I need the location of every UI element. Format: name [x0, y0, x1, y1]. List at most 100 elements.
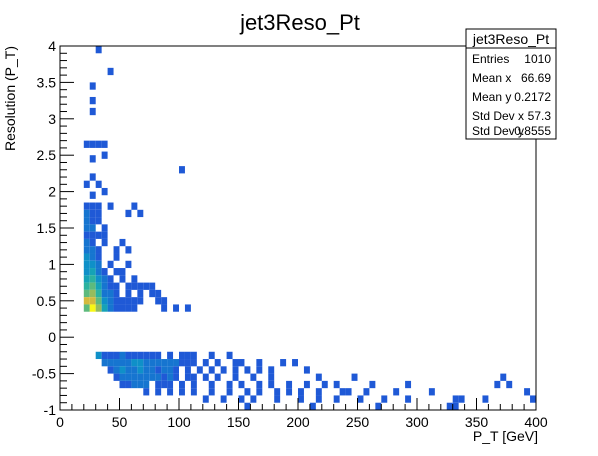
histogram-bin	[107, 359, 114, 367]
histogram-bin	[131, 282, 138, 290]
histogram-bin	[482, 395, 489, 403]
histogram-bin	[89, 209, 96, 218]
y-tick-label: 2	[48, 184, 56, 200]
histogram-bin	[131, 304, 138, 312]
histogram-bin	[119, 238, 126, 247]
histogram-bin	[89, 268, 96, 276]
y-tick-label: 0.5	[37, 293, 57, 309]
histogram-bin	[315, 395, 322, 403]
histogram-bin	[125, 304, 132, 312]
histogram-bin	[256, 359, 263, 367]
histogram-bin	[298, 395, 304, 403]
histogram-bin	[101, 351, 108, 360]
histogram-bin	[446, 402, 453, 410]
histogram-bin	[161, 359, 168, 367]
histogram-bin	[89, 155, 96, 163]
histogram-bin	[89, 253, 96, 261]
histogram-bin	[280, 359, 287, 367]
histogram-bin	[101, 231, 108, 239]
histogram-bin	[232, 366, 239, 374]
histogram-bin	[125, 373, 132, 381]
x-tick-label: 400	[524, 414, 548, 430]
histogram-bin	[143, 366, 150, 374]
histogram-bin	[357, 395, 364, 403]
histogram-bin	[286, 380, 293, 389]
histogram-bin	[155, 366, 162, 374]
axis-ticks: 0 50 100 150 200 250 300 350 400 -1 -0.5 0 0.5 1 1.5 2 2…	[32, 38, 548, 430]
x-tick-label: 100	[167, 414, 191, 430]
histogram-bin	[190, 351, 197, 360]
histogram-bin	[83, 260, 90, 269]
stats-box: jet3Reso_Pt Entries 1010 Mean x 66.69 Me…	[465, 28, 557, 140]
histogram-bin	[405, 380, 412, 389]
x-tick-label: 150	[227, 414, 251, 430]
histogram-bin	[351, 373, 358, 381]
histogram-bin	[131, 351, 138, 360]
y-tick-label: 4	[48, 38, 56, 54]
histogram-bin	[89, 224, 96, 232]
histogram-bin	[113, 289, 120, 298]
histogram-bin	[369, 380, 376, 389]
histogram-bin	[268, 366, 275, 374]
histogram-bin	[184, 366, 191, 374]
histogram-bin	[524, 388, 531, 396]
histogram-bin	[214, 373, 221, 381]
histogram-bin	[286, 388, 293, 396]
histogram-bin	[101, 187, 108, 196]
histogram-bin	[167, 359, 174, 367]
histogram-bin	[83, 140, 90, 148]
histogram-bins	[83, 46, 536, 410]
histogram-bin	[179, 359, 185, 367]
y-axis-title: Resolution (P_T)	[2, 46, 18, 151]
histogram-bin	[238, 359, 245, 367]
histogram-bin	[167, 366, 174, 374]
histogram-bin	[131, 380, 138, 389]
histogram-bin	[179, 380, 185, 389]
histogram-bin	[220, 395, 227, 403]
stats-label-std-dev-x: Std Dev x	[472, 109, 524, 123]
histogram-bin	[101, 359, 108, 367]
histogram-bin	[303, 380, 310, 389]
histogram-bin	[173, 359, 179, 367]
histogram-bin	[315, 388, 322, 396]
histogram-bin	[107, 202, 114, 210]
histogram-bin	[89, 96, 96, 105]
histogram-bin	[83, 224, 90, 232]
histogram-bin	[506, 380, 513, 389]
histogram-bin	[155, 359, 162, 367]
histogram-bin	[89, 275, 96, 283]
histogram-bin	[101, 268, 108, 276]
histogram-bin	[89, 191, 96, 199]
histogram-bin	[131, 373, 138, 381]
histogram-bin	[95, 282, 102, 290]
stats-label-mean-x: Mean x	[472, 71, 511, 85]
histogram-bin	[83, 304, 90, 312]
histogram-bin	[95, 180, 102, 188]
histogram-bin	[95, 253, 102, 261]
histogram-bin	[208, 366, 215, 374]
histogram-bin	[208, 380, 215, 389]
histogram-bin	[89, 246, 96, 254]
histogram-bin	[161, 366, 168, 374]
histogram-bin	[113, 351, 120, 360]
histogram-bin	[226, 388, 233, 396]
histogram-bin	[83, 209, 90, 218]
histogram-bin	[303, 366, 310, 374]
histogram-bin	[250, 373, 257, 381]
histogram-bin	[494, 380, 501, 389]
stats-box-frame	[465, 28, 557, 140]
histogram-bin	[113, 366, 120, 374]
histogram-bin	[137, 359, 144, 367]
histogram-bin	[143, 373, 150, 381]
stats-value-mean-y: 0.2172	[514, 90, 551, 104]
histogram-bin	[179, 351, 185, 360]
histogram-bin	[190, 359, 197, 367]
histogram-bin	[107, 351, 114, 360]
histogram-bin	[131, 202, 138, 210]
histogram-bin	[113, 253, 120, 261]
histogram-bin	[333, 395, 340, 403]
histogram-bin	[167, 388, 174, 396]
histogram-bin	[208, 351, 215, 360]
histogram-bin	[238, 380, 245, 389]
histogram-bin	[101, 224, 108, 232]
